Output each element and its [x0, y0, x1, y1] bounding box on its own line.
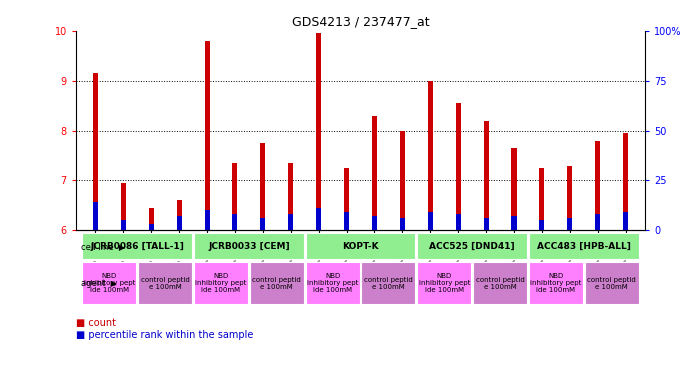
- Bar: [138, 262, 193, 305]
- Bar: [288, 163, 293, 230]
- Bar: [204, 210, 210, 230]
- Text: NBD
inhibitory pept
ide 100mM: NBD inhibitory pept ide 100mM: [195, 273, 247, 293]
- Bar: [455, 214, 461, 230]
- Bar: [306, 262, 359, 305]
- Bar: [177, 200, 181, 230]
- Text: control peptid
e 100mM: control peptid e 100mM: [364, 277, 413, 290]
- Text: NBD
inhibitory pept
ide 100mM: NBD inhibitory pept ide 100mM: [419, 273, 470, 293]
- Bar: [428, 212, 433, 230]
- Bar: [82, 233, 193, 259]
- Bar: [260, 218, 266, 230]
- Bar: [194, 262, 248, 305]
- Text: ■ count: ■ count: [76, 318, 116, 328]
- Bar: [417, 262, 471, 305]
- Text: control peptid
e 100mM: control peptid e 100mM: [141, 277, 190, 290]
- Text: NBD
inhibitory pept
ide 100mM: NBD inhibitory pept ide 100mM: [530, 273, 582, 293]
- Bar: [93, 202, 98, 230]
- Bar: [417, 233, 527, 259]
- Bar: [372, 217, 377, 230]
- Text: control peptid
e 100mM: control peptid e 100mM: [587, 277, 636, 290]
- Bar: [250, 262, 304, 305]
- Bar: [484, 121, 489, 230]
- Bar: [484, 218, 489, 230]
- Text: cell line  ▶: cell line ▶: [81, 242, 126, 251]
- Bar: [93, 73, 98, 230]
- Bar: [584, 262, 639, 305]
- Text: NBD
inhibitory pept
ide 100mM: NBD inhibitory pept ide 100mM: [83, 273, 135, 293]
- Bar: [204, 41, 210, 230]
- Bar: [595, 141, 600, 230]
- Bar: [362, 262, 415, 305]
- Bar: [233, 163, 237, 230]
- Bar: [177, 217, 181, 230]
- Text: control peptid
e 100mM: control peptid e 100mM: [253, 277, 302, 290]
- Bar: [306, 233, 415, 259]
- Text: agent  ▶: agent ▶: [81, 279, 117, 288]
- Bar: [529, 262, 583, 305]
- Bar: [595, 214, 600, 230]
- Bar: [540, 168, 544, 230]
- Bar: [149, 208, 154, 230]
- Text: ACC525 [DND41]: ACC525 [DND41]: [429, 242, 515, 251]
- Bar: [540, 220, 544, 230]
- Bar: [372, 116, 377, 230]
- Bar: [567, 218, 572, 230]
- Title: GDS4213 / 237477_at: GDS4213 / 237477_at: [292, 15, 429, 28]
- Bar: [121, 220, 126, 230]
- Bar: [149, 224, 154, 230]
- Bar: [344, 212, 349, 230]
- Bar: [121, 183, 126, 230]
- Bar: [623, 133, 628, 230]
- Text: NBD
inhibitory pept
ide 100mM: NBD inhibitory pept ide 100mM: [307, 273, 358, 293]
- Bar: [529, 233, 639, 259]
- Bar: [511, 217, 517, 230]
- Bar: [400, 218, 405, 230]
- Bar: [428, 81, 433, 230]
- Text: ACC483 [HPB-ALL]: ACC483 [HPB-ALL]: [537, 242, 631, 251]
- Text: ■ percentile rank within the sample: ■ percentile rank within the sample: [76, 330, 253, 340]
- Bar: [316, 209, 321, 230]
- Bar: [455, 103, 461, 230]
- Text: control peptid
e 100mM: control peptid e 100mM: [475, 277, 524, 290]
- Text: KOPT-K: KOPT-K: [342, 242, 379, 251]
- Bar: [260, 143, 266, 230]
- Bar: [511, 148, 517, 230]
- Bar: [316, 33, 321, 230]
- Bar: [233, 214, 237, 230]
- Bar: [623, 212, 628, 230]
- Bar: [288, 214, 293, 230]
- Bar: [567, 166, 572, 230]
- Bar: [194, 233, 304, 259]
- Bar: [82, 262, 137, 305]
- Text: JCRB0086 [TALL-1]: JCRB0086 [TALL-1]: [90, 242, 184, 251]
- Bar: [473, 262, 527, 305]
- Bar: [344, 168, 349, 230]
- Bar: [400, 131, 405, 230]
- Text: JCRB0033 [CEM]: JCRB0033 [CEM]: [208, 242, 290, 251]
